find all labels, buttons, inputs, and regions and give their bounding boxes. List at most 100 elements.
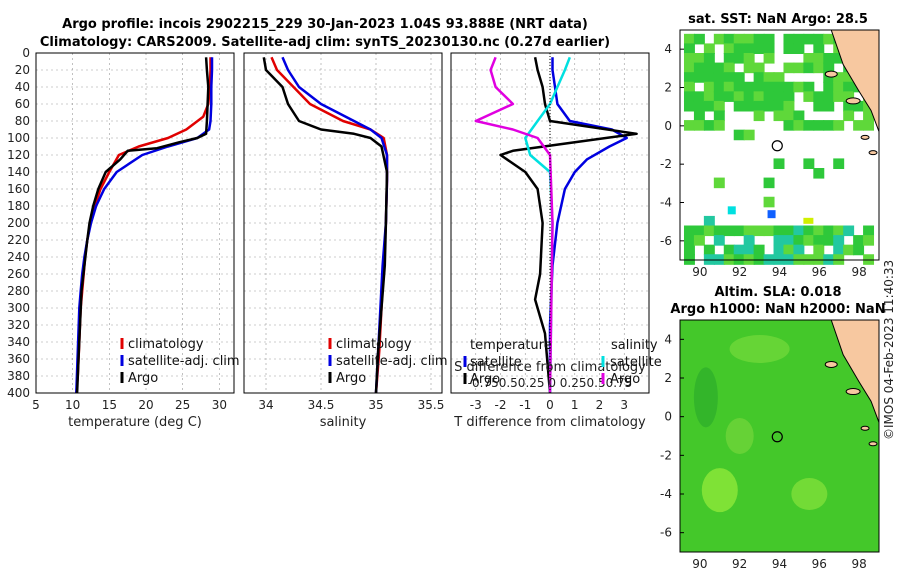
sst-pixel <box>813 62 825 74</box>
island <box>845 97 861 105</box>
x-tick-label: 34 <box>258 398 273 412</box>
sst-pixel <box>693 235 705 246</box>
sst-pixel <box>793 110 805 122</box>
sst-pixel <box>703 72 715 83</box>
sst-pixel <box>743 91 755 102</box>
series-line-s-argo <box>474 56 554 394</box>
sst-pixel <box>703 43 715 54</box>
sst-pixel <box>683 235 695 246</box>
sst-pixel <box>833 53 845 64</box>
sst-pixel <box>703 91 715 102</box>
sst-pixel <box>863 225 875 237</box>
sst-pixel <box>813 53 825 64</box>
sst-pixel <box>693 62 705 74</box>
sst-pixel <box>783 81 795 93</box>
sst-pixel <box>753 72 765 83</box>
y-tick-label: 0 <box>664 410 672 424</box>
sst-pixel <box>843 225 855 237</box>
x-tick-label: 10 <box>65 398 80 412</box>
sst-pixel <box>813 120 825 131</box>
sla-blob <box>729 335 790 363</box>
y-tick-label: 340 <box>7 335 30 349</box>
sst-pixel <box>753 110 765 122</box>
sst-pixel <box>853 100 865 112</box>
island <box>824 70 838 78</box>
y-tick-label: 260 <box>7 267 30 281</box>
sst-pixel <box>713 225 725 237</box>
sst-pixel <box>843 110 855 122</box>
sst-map-title: sat. SST: NaN Argo: 28.5 <box>688 12 868 27</box>
legend-entry: Argo <box>610 372 640 387</box>
x-tick-label: 2 <box>596 398 604 412</box>
sst-pixel <box>703 215 715 227</box>
island <box>868 441 878 447</box>
sst-pixel <box>753 81 765 93</box>
series-line-satellite-adj-clim <box>281 56 389 394</box>
s-tick-labels: -0.750.50.25 0 0.250.50.75 <box>468 376 633 390</box>
x-tick-label: 90 <box>692 265 707 279</box>
sst-pixel <box>703 120 715 131</box>
y-tick-label: 320 <box>7 318 30 332</box>
y-tick-label: -2 <box>660 157 672 171</box>
watermark: ©IMOS 04-Feb-2023 11:40:33 <box>882 260 896 440</box>
sst-pixel <box>833 244 845 256</box>
sst-pixel <box>713 33 725 45</box>
sst-pixel <box>733 129 745 141</box>
sst-pixel <box>743 129 755 141</box>
sst-pixel <box>723 225 735 237</box>
legend-title-salinity: salinity <box>611 338 658 353</box>
y-tick-label: 400 <box>7 386 30 400</box>
sla-map-panel: 90 92 94 96 98 -6 -4 -2 0 2 4 <box>660 319 880 571</box>
sst-pixel <box>823 81 835 93</box>
sst-pixel <box>733 72 745 83</box>
legend-entry: Argo <box>470 372 500 387</box>
difference-panel: -3 -2 -1 0 1 2 3 T difference from climatology S… <box>450 52 662 430</box>
sst-pixel <box>813 244 825 256</box>
sst-pixel <box>683 120 695 131</box>
axes-frame <box>243 52 443 394</box>
sst-pixel <box>703 244 715 256</box>
x-tick-label: 92 <box>732 265 747 279</box>
legend-entry: Argo <box>336 371 366 386</box>
sst-pixel <box>863 120 875 131</box>
sst-pixel <box>773 244 785 256</box>
sst-pixel <box>683 100 695 112</box>
sst-pixel <box>773 91 785 102</box>
sst-pixel <box>823 120 835 131</box>
sst-pixel <box>793 62 805 74</box>
sst-pixel <box>703 100 715 112</box>
sst-pixel <box>743 53 755 64</box>
y-tick-label: 380 <box>7 369 30 383</box>
axes-frame <box>35 52 235 394</box>
sst-pixel <box>823 53 835 64</box>
sst-pixel <box>683 53 695 64</box>
x-tick-label: -2 <box>495 398 507 412</box>
sst-pixel <box>833 81 845 93</box>
x-tick-label: -3 <box>470 398 482 412</box>
series-line-argo <box>262 57 389 394</box>
sst-pixel <box>753 225 765 237</box>
sst-pixel <box>713 120 725 131</box>
sst-pixel <box>763 43 775 54</box>
sla-map-title-1: Altim. SLA: 0.018 <box>715 285 842 300</box>
x-tick-label: 0 <box>546 398 554 412</box>
sst-pixel <box>693 110 705 122</box>
sst-pixel <box>723 62 735 74</box>
y-tick-label: 2 <box>664 371 672 385</box>
sst-pixel <box>763 53 775 64</box>
sst-pixel <box>833 225 845 237</box>
sst-pixel <box>713 62 725 74</box>
y-tick-label: -6 <box>660 526 672 540</box>
sst-pixel <box>683 244 695 256</box>
sst-pixel <box>803 235 815 246</box>
y-tick-label: -4 <box>660 196 672 210</box>
sst-pixel <box>753 91 765 102</box>
sst-pixel <box>723 33 735 45</box>
sst-pixel <box>763 33 775 45</box>
sst-pixel <box>723 91 735 102</box>
sst-pixel <box>693 72 705 83</box>
x-tick-label: 98 <box>851 557 866 571</box>
sst-pixel <box>803 53 815 64</box>
y-tick-label: 60 <box>15 97 30 111</box>
